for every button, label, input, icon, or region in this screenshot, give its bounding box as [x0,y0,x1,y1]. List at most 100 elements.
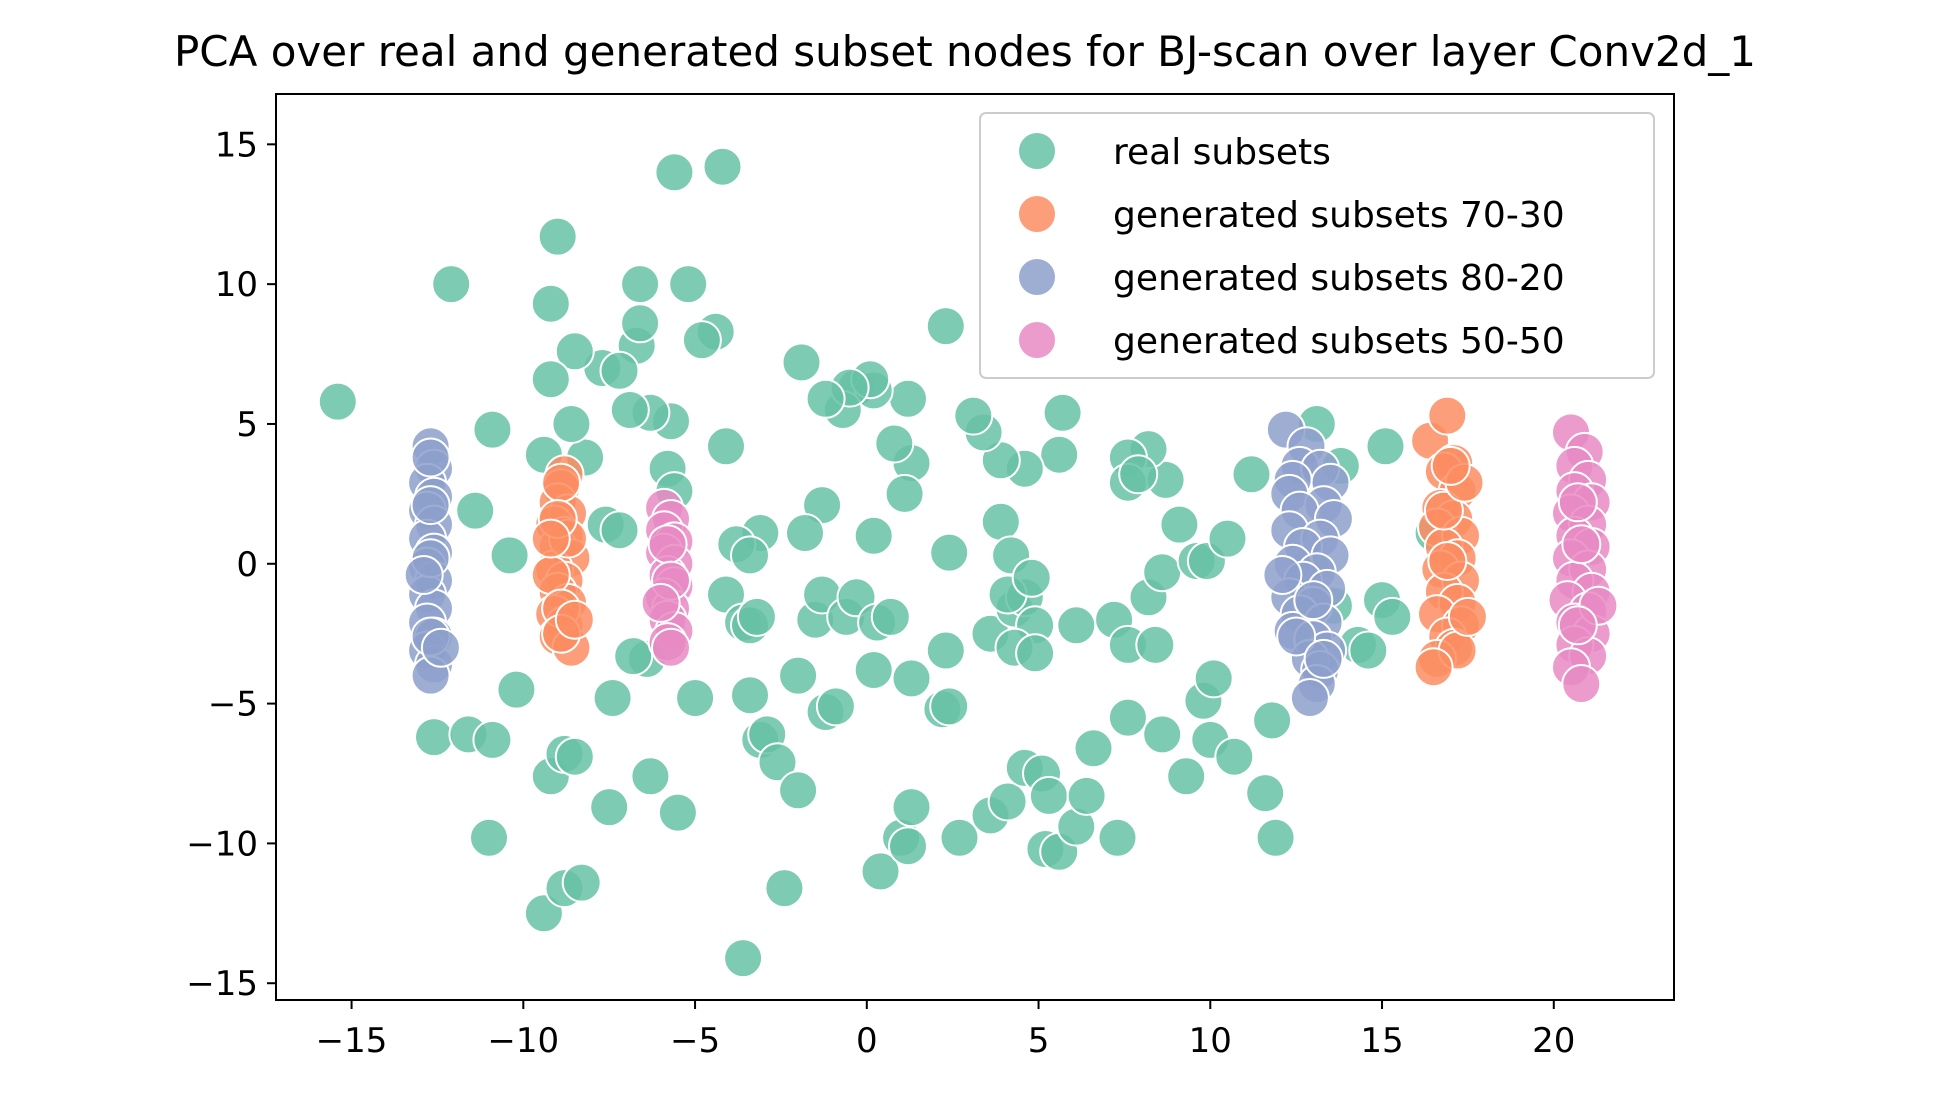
data-point [537,216,578,257]
data-point [640,582,681,623]
data-point [469,817,509,858]
data-point [1039,434,1080,475]
data-point [1056,605,1097,646]
data-point [736,596,777,637]
data-point [561,862,602,903]
data-point [891,658,932,699]
data-point [472,719,513,760]
data-point [620,303,661,344]
data-point [657,792,698,833]
x-tick-label: 0 [856,1021,878,1061]
data-point [1427,395,1468,436]
x-tick-label: 5 [1028,1021,1050,1061]
data-point [651,627,691,668]
data-point [317,381,358,422]
data-point [403,555,444,595]
data-point [1159,504,1200,545]
x-tick-label: −5 [670,1021,720,1061]
data-point [764,868,805,909]
data-point [757,742,798,783]
data-point [599,350,640,391]
data-point [870,596,911,637]
data-point [1255,817,1296,858]
data-point [815,686,856,727]
data-point [778,770,819,811]
x-tick-label: −15 [316,1021,388,1061]
data-point [530,283,571,324]
data-point [592,678,633,718]
data-point [613,636,654,677]
data-point [1142,552,1183,593]
data-point [1447,596,1488,637]
data-point [1303,638,1344,679]
legend-label: real subsets [1113,132,1331,173]
data-point [874,423,915,464]
data-point [1372,596,1413,637]
data-point [939,817,980,858]
data-point [925,630,966,671]
data-point [1142,714,1183,755]
data-point [530,555,571,595]
data-point [1231,454,1272,495]
data-point [455,490,496,531]
data-point [723,938,764,979]
y-tick-label: −5 [208,685,258,725]
data-point [1423,490,1464,531]
data-point [1135,624,1176,665]
data-point [551,404,592,444]
data-point [980,501,1021,542]
data-point [1042,392,1083,433]
data-point [630,756,671,797]
plot-frame [275,93,1675,1001]
series-1-points [530,395,1488,688]
data-point [1214,736,1255,777]
data-point [853,515,894,556]
data-point [781,342,822,383]
data-point [925,306,966,347]
data-point [888,826,928,867]
data-point [530,359,571,400]
y-tick-label: 0 [236,545,258,585]
data-point [853,650,894,690]
data-point [609,390,650,430]
data-point [420,627,461,668]
data-point [554,331,595,372]
series-2-points [403,409,1354,718]
data-point [410,485,451,526]
axes: −15 −10 −5 0 5 10 15 20 15 10 5 0 −5 −10 −15 [186,125,1575,1061]
data-point [599,510,640,551]
legend-label: generated subsets 80-20 [1113,258,1565,299]
data-point [589,787,630,828]
y-tick-label: 15 [215,125,258,165]
data-point [953,395,994,436]
data-point [472,409,513,450]
data-point [1413,647,1454,688]
chart-title: PCA over real and generated subset nodes… [174,27,1756,76]
data-point [1245,773,1286,814]
data-point [1348,630,1389,671]
x-tick-label: 20 [1532,1021,1575,1061]
data-point [778,655,819,696]
data-point [730,535,770,576]
data-point [706,426,746,467]
data-point [1166,756,1207,797]
data-point [414,717,454,758]
data-point [1561,664,1602,704]
y-tick-label: 10 [215,265,258,305]
data-point [891,787,932,828]
legend: real subsets generated subsets 70-30 gener… [979,112,1655,379]
data-point [1011,557,1052,598]
data-point [730,675,770,716]
y-tick-label: −15 [186,964,258,1004]
x-tick-label: −10 [487,1021,559,1061]
x-tick-label: 15 [1360,1021,1403,1061]
data-points [317,146,1619,979]
y-tick-label: −10 [186,824,258,864]
data-point [1262,555,1303,595]
data-point [1557,482,1598,523]
data-point [541,462,582,503]
data-point [668,264,709,305]
data-point [620,264,661,305]
data-point [1107,697,1148,738]
series-0-points [317,146,1454,979]
